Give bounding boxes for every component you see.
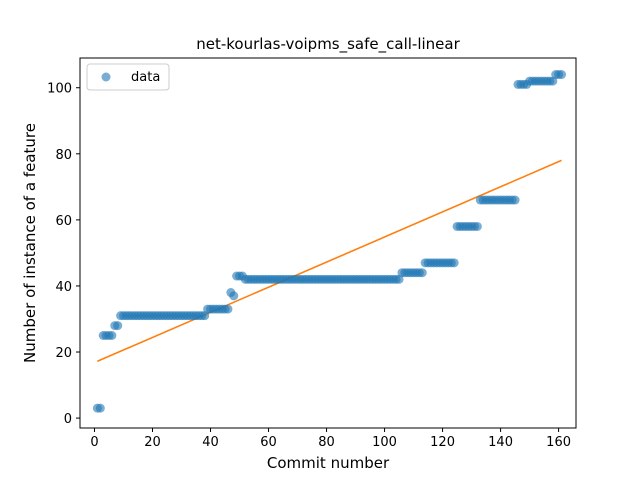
x-axis: 0 20 40 60 80 100 120 140 160 [90, 428, 571, 450]
x-tick-label: 80 [318, 435, 335, 450]
x-axis-label: Commit number [267, 454, 390, 472]
y-axis: 0 20 40 60 80 100 [47, 82, 80, 427]
legend: data [86, 63, 170, 91]
data-point [113, 321, 123, 331]
legend-box [86, 63, 170, 91]
fit-line [97, 159, 562, 363]
x-tick-label: 20 [144, 435, 161, 450]
y-axis-label: Number of instance of a feature [21, 123, 39, 363]
data-point [556, 70, 566, 80]
data-point [229, 291, 239, 301]
y-tick-label: 20 [55, 346, 72, 361]
y-tick-label: 80 [55, 148, 72, 163]
legend-label-data: data [131, 70, 160, 85]
legend-marker-data [101, 72, 111, 82]
y-tick-label: 40 [55, 280, 72, 295]
x-tick-label: 140 [488, 435, 513, 450]
data-point [107, 331, 117, 340]
data-point [472, 221, 482, 231]
x-tick-label: 60 [260, 435, 277, 450]
data-point [95, 403, 105, 413]
data-points-layer [92, 70, 566, 413]
y-tick-label: 100 [47, 82, 72, 97]
x-tick-label: 40 [202, 435, 219, 450]
data-point [223, 304, 233, 314]
data-point [449, 258, 459, 268]
plot-area [80, 58, 576, 428]
chart-title: net-kourlas-voipms_safe_call-linear [196, 35, 460, 54]
y-tick-label: 60 [55, 214, 72, 229]
x-tick-label: 120 [430, 435, 455, 450]
plot-frame [79, 57, 577, 429]
y-tick-label: 0 [64, 412, 72, 427]
x-tick-label: 160 [546, 435, 571, 450]
data-point [417, 268, 427, 278]
fit-line-layer [97, 159, 562, 363]
data-point [510, 195, 520, 205]
x-tick-label: 100 [372, 435, 397, 450]
x-tick-label: 0 [90, 435, 98, 450]
